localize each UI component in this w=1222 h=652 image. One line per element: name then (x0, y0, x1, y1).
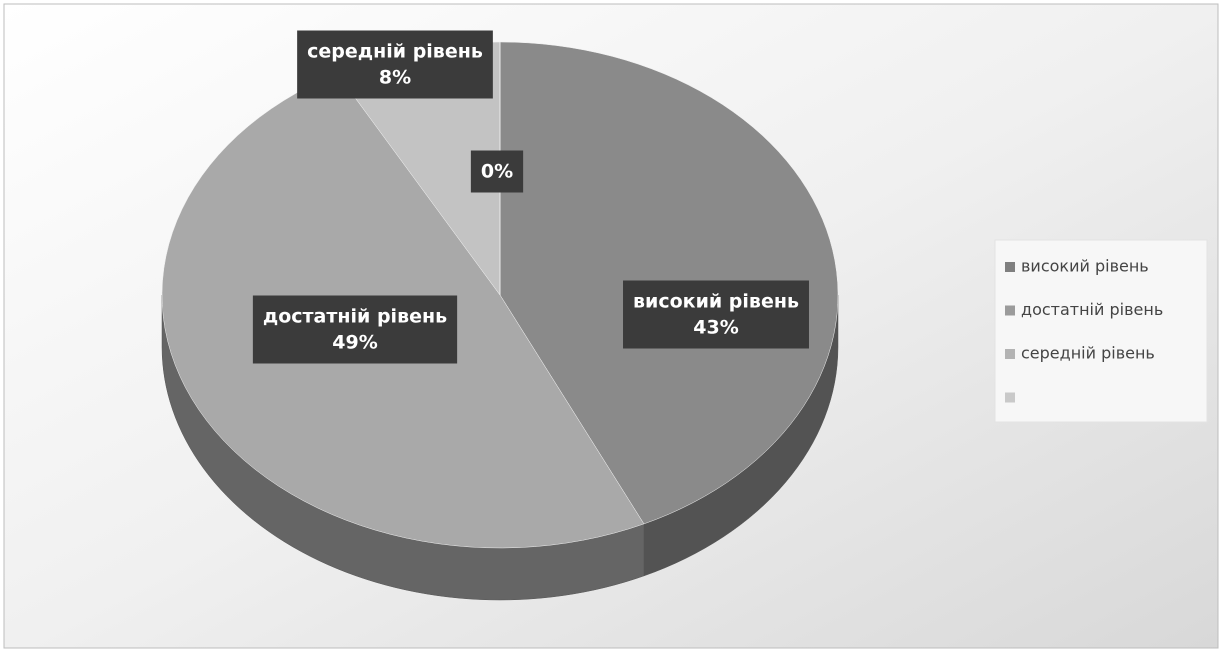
legend-label: достатній рівень (1021, 300, 1163, 319)
data-label-category: середній рівень (307, 41, 483, 63)
data-label-box (623, 280, 809, 349)
legend-swatch (1005, 305, 1015, 316)
legend-swatch (1005, 392, 1015, 403)
data-label-box (470, 150, 524, 193)
data-label-value: 8% (379, 67, 411, 89)
data-label-category: високий рівень (633, 291, 799, 313)
legend-swatch (1005, 349, 1015, 359)
legend-label: середній рівень (1021, 344, 1155, 363)
legend-swatch (1005, 262, 1015, 272)
data-label-category: достатній рівень (263, 306, 447, 328)
data-label: середній рівень 8% (297, 30, 493, 99)
data-label-value: 49% (332, 332, 377, 354)
data-label-value: 0% (481, 161, 513, 183)
data-label: 0% (470, 150, 524, 193)
data-label-value: 43% (693, 317, 738, 339)
data-label-box (252, 295, 458, 364)
legend-label: високий рівень (1021, 257, 1149, 276)
legend-box (994, 239, 1208, 423)
data-label-box (297, 30, 493, 99)
data-label: високий рівень 43% (623, 280, 809, 349)
data-label: достатній рівень 49% (252, 295, 458, 364)
